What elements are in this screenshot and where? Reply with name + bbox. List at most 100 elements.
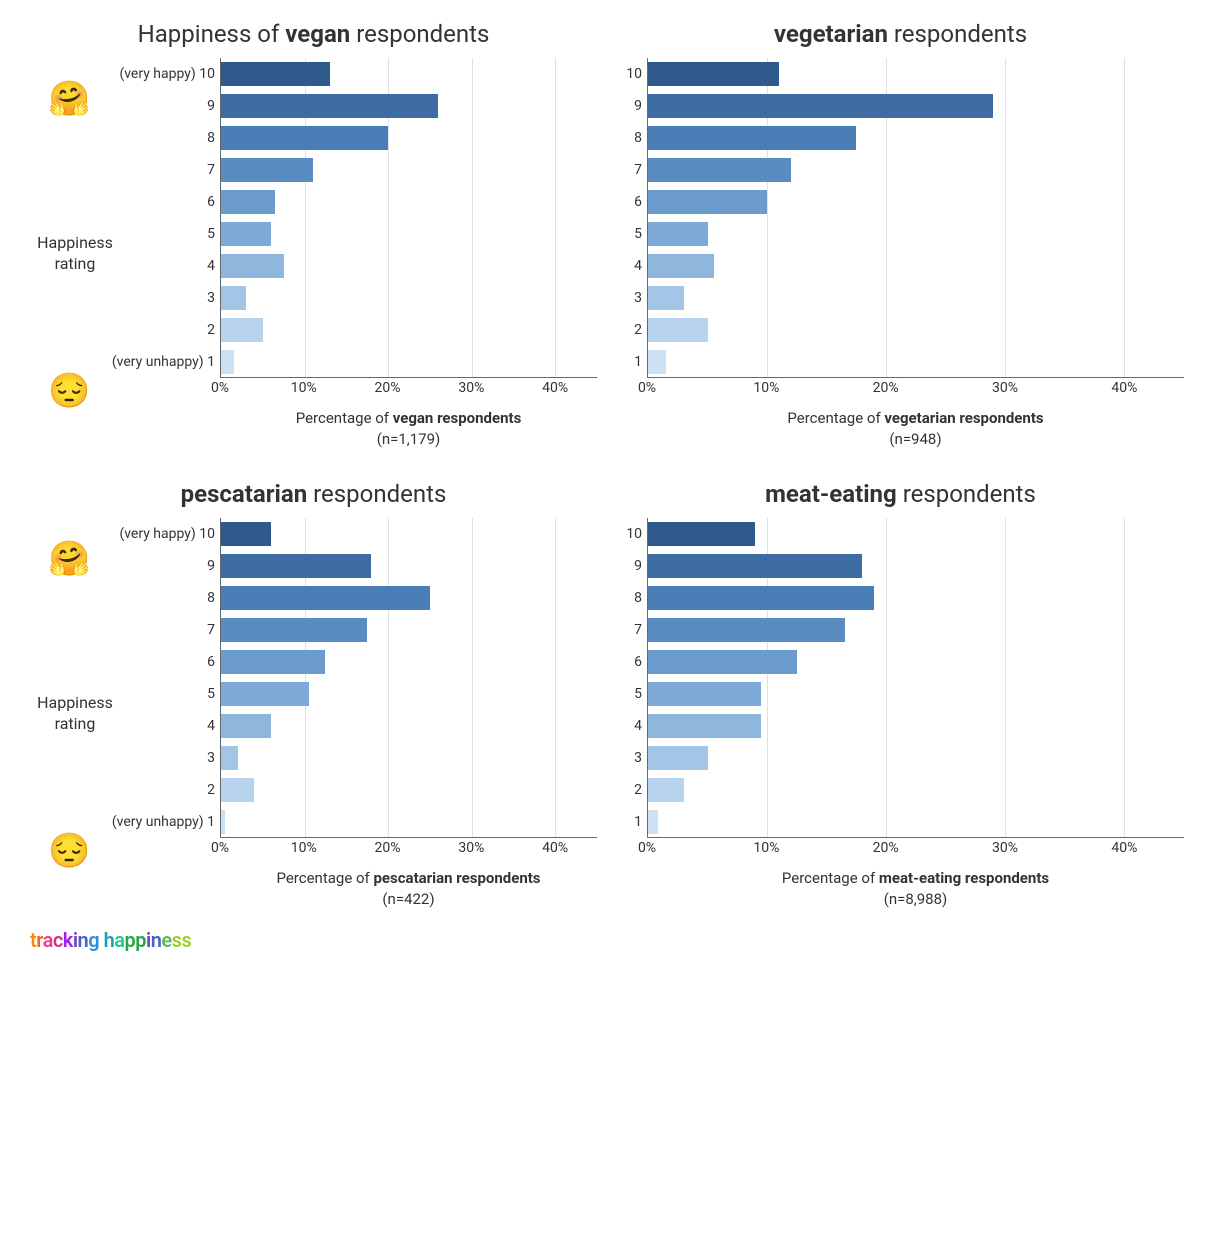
bar (648, 810, 658, 833)
sad-emoji-icon: 😔 (48, 834, 90, 868)
x-tick-label: 40% (542, 380, 568, 396)
bar (221, 350, 234, 373)
plot-area: (very happy) 1098765432(very unhappy) 1 (220, 518, 597, 838)
y-tick-label: 3 (207, 290, 221, 306)
x-tick-label: 30% (458, 380, 484, 396)
x-tick-label: 20% (375, 840, 401, 856)
x-tick-label: 20% (873, 380, 899, 396)
bar (221, 618, 367, 641)
bar-row: 7 (648, 154, 1184, 186)
bar (221, 190, 275, 213)
bar (221, 286, 246, 309)
y-tick-label: 8 (207, 130, 221, 146)
x-tick-label: 30% (992, 840, 1018, 856)
bar-row: 9 (648, 90, 1184, 122)
panel-pescatarian: pescatarian respondents🤗Happiness rating… (30, 480, 597, 910)
x-axis-label: Percentage of vegan respondents(n=1,179) (220, 408, 597, 450)
x-ticks: 0%10%20%30%40% (220, 838, 597, 860)
bar (648, 158, 791, 181)
bar (648, 222, 708, 245)
panel-title: Happiness of vegan respondents (138, 20, 490, 48)
x-tick-label: 0% (211, 380, 229, 396)
y-tick-label: 4 (634, 258, 648, 274)
bar (221, 714, 271, 737)
bar-row: 10 (648, 58, 1184, 90)
x-tick-label: 10% (753, 380, 779, 396)
y-tick-label: 6 (207, 654, 221, 670)
bar (221, 62, 330, 85)
bar-row: 2 (648, 774, 1184, 806)
x-tick-label: 20% (873, 840, 899, 856)
bar-row: 1 (648, 346, 1184, 378)
panel-vegetarian: vegetarian respondents109876543210%10%20… (617, 20, 1184, 450)
bar (648, 650, 797, 673)
x-axis-label: Percentage of vegetarian respondents(n=9… (647, 408, 1184, 450)
bar (221, 126, 388, 149)
x-tick-label: 30% (458, 840, 484, 856)
bar (648, 190, 767, 213)
x-tick-label: 40% (1111, 380, 1137, 396)
y-tick-label: 5 (207, 686, 221, 702)
y-tick-label: 8 (634, 130, 648, 146)
x-ticks: 0%10%20%30%40% (220, 378, 597, 400)
bar (648, 350, 666, 373)
bar-row: 6 (648, 186, 1184, 218)
bar-row: 1 (648, 806, 1184, 838)
bar-row: 6 (221, 646, 597, 678)
plot-area: (very happy) 1098765432(very unhappy) 1 (220, 58, 597, 378)
sad-emoji-icon: 😔 (48, 374, 90, 408)
bar (221, 554, 371, 577)
x-tick-label: 0% (211, 840, 229, 856)
x-tick-label: 0% (638, 380, 656, 396)
bar (648, 586, 874, 609)
bar (221, 810, 225, 833)
x-tick-label: 0% (638, 840, 656, 856)
happy-emoji-icon: 🤗 (48, 542, 90, 576)
y-tick-label: 6 (207, 194, 221, 210)
y-tick-label: 6 (634, 654, 648, 670)
bar (221, 94, 438, 117)
bar-row: 2 (221, 314, 597, 346)
x-tick-label: 20% (375, 380, 401, 396)
x-ticks: 0%10%20%30%40% (647, 838, 1184, 860)
x-tick-label: 30% (992, 380, 1018, 396)
y-tick-label: 9 (634, 558, 648, 574)
bar-row: 7 (221, 614, 597, 646)
bar-row: 5 (221, 218, 597, 250)
bar (221, 586, 430, 609)
bar (221, 158, 313, 181)
y-gutter: 🤗 Happiness rating 😔 (30, 518, 220, 910)
y-tick-label: 3 (634, 290, 648, 306)
y-tick-label: 9 (207, 98, 221, 114)
y-tick-label: (very unhappy) 1 (112, 354, 221, 370)
x-tick-label: 10% (291, 840, 317, 856)
y-tick-label: 2 (634, 322, 648, 338)
bar-row: 9 (221, 90, 597, 122)
x-axis-label: Percentage of meat-eating respondents(n=… (647, 868, 1184, 910)
x-tick-label: 10% (753, 840, 779, 856)
y-tick-label: 6 (634, 194, 648, 210)
y-tick-label: (very happy) 10 (119, 66, 221, 82)
bar (221, 778, 254, 801)
y-tick-label: 4 (634, 718, 648, 734)
bar (648, 126, 856, 149)
y-tick-label: (very happy) 10 (119, 526, 221, 542)
y-tick-label: 7 (634, 162, 648, 178)
y-tick-label: 9 (634, 98, 648, 114)
y-tick-label: 8 (207, 590, 221, 606)
bar-row: 4 (221, 710, 597, 742)
bar (648, 554, 862, 577)
x-tick-label: 40% (1111, 840, 1137, 856)
bar-row: 6 (221, 186, 597, 218)
y-tick-label: 4 (207, 718, 221, 734)
bar (221, 254, 284, 277)
y-axis-title: Happiness rating (30, 233, 120, 275)
y-tick-label: 7 (207, 162, 221, 178)
bar-row: 8 (221, 122, 597, 154)
bar-row: 7 (221, 154, 597, 186)
bar-row: (very unhappy) 1 (221, 806, 597, 838)
bar-row: 3 (648, 742, 1184, 774)
y-tick-label: 5 (207, 226, 221, 242)
y-tick-label: 3 (634, 750, 648, 766)
y-axis-title: Happiness rating (30, 693, 120, 735)
